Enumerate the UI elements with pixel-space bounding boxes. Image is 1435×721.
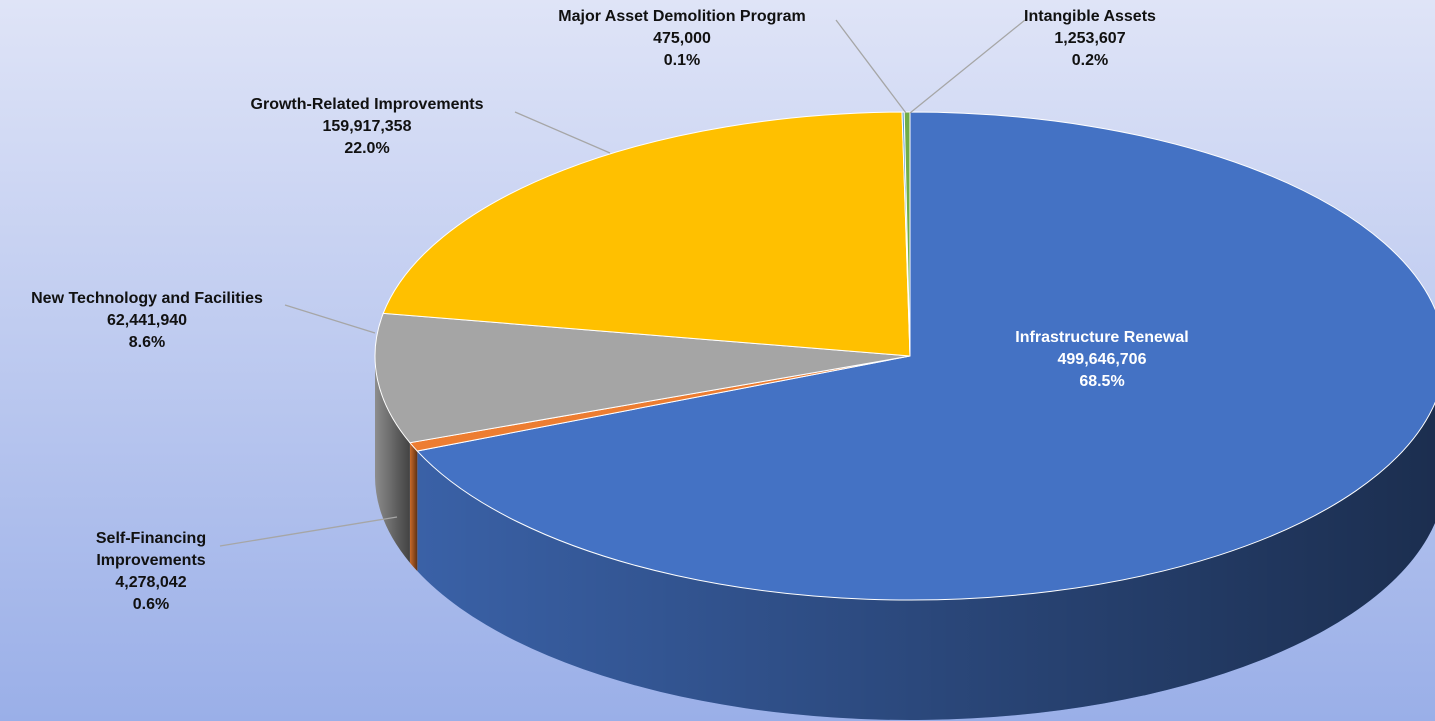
label-percent: 0.2% bbox=[1071, 52, 1109, 69]
label-name: Self-Financing Improvements bbox=[95, 530, 207, 569]
data-label: Growth-Related Improvements 159,917,358 22… bbox=[207, 94, 527, 160]
slice-side bbox=[409, 442, 418, 572]
slice-side-shade bbox=[375, 356, 410, 563]
label-percent: 8.6% bbox=[128, 334, 166, 351]
label-value: 4,278,042 bbox=[115, 574, 187, 591]
data-label: New Technology and Facilities 62,441,940 8… bbox=[0, 288, 297, 354]
leader-line bbox=[514, 111, 611, 154]
leader-line bbox=[219, 516, 398, 547]
label-value: 159,917,358 bbox=[322, 118, 412, 135]
slice-side bbox=[375, 356, 410, 563]
label-value: 62,441,940 bbox=[106, 312, 188, 329]
label-percent: 0.6% bbox=[132, 596, 170, 613]
slice-side bbox=[417, 402, 1435, 720]
label-percent: 0.1% bbox=[663, 52, 701, 69]
label-name: New Technology and Facilities bbox=[31, 290, 263, 307]
label-value: 1,253,607 bbox=[1054, 30, 1126, 47]
label-value: 475,000 bbox=[653, 30, 711, 47]
leader-line bbox=[284, 304, 376, 334]
slice-side-shade bbox=[417, 402, 1435, 720]
data-label: Major Asset Demolition Program 475,000 0.1… bbox=[522, 6, 842, 72]
data-label: Infrastructure Renewal 499,646,706 68.5% bbox=[972, 327, 1232, 393]
leader-line bbox=[909, 19, 1026, 114]
data-label: Intangible Assets 1,253,607 0.2% bbox=[990, 6, 1190, 72]
leader-line bbox=[835, 19, 907, 114]
slice bbox=[416, 111, 1435, 601]
data-label: Self-Financing Improvements 4,278,042 0.6% bbox=[66, 528, 236, 616]
label-percent: 68.5% bbox=[1079, 373, 1125, 390]
label-name: Intangible Assets bbox=[1024, 8, 1156, 25]
slice bbox=[382, 111, 911, 357]
label-percent: 22.0% bbox=[344, 140, 390, 157]
slice bbox=[903, 111, 911, 357]
slice-side-shade bbox=[409, 442, 418, 572]
label-name: Growth-Related Improvements bbox=[250, 96, 484, 113]
slice bbox=[374, 312, 911, 444]
label-name: Infrastructure Renewal bbox=[1015, 329, 1189, 346]
label-name: Major Asset Demolition Program bbox=[558, 8, 806, 25]
label-value: 499,646,706 bbox=[1057, 351, 1147, 368]
